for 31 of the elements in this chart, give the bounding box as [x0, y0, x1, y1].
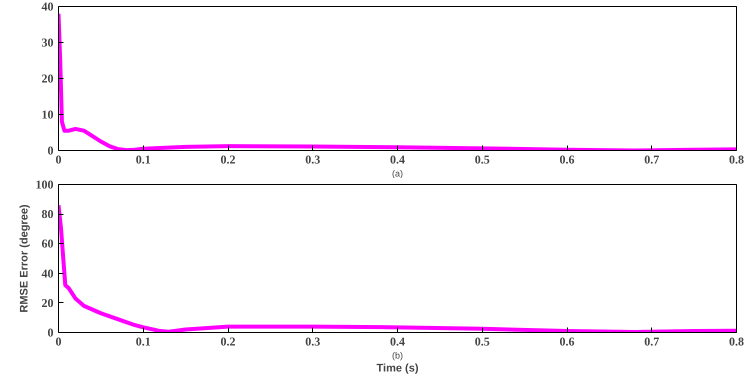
y-tick-label: 20: [42, 72, 54, 86]
x-tick-label: 0.1: [136, 334, 151, 348]
y-tick-label: 100: [36, 178, 54, 192]
x-tick-label: 0.8: [729, 152, 744, 166]
text: (a): [392, 168, 404, 178]
y-tick-label: 40: [42, 266, 54, 280]
x-tick-label: 0.1: [136, 152, 151, 166]
x-tick-label: 0.3: [305, 334, 320, 348]
x-tick-label: 0.2: [220, 152, 236, 166]
x-tick-label: 0.6: [560, 152, 574, 166]
y-axis-title: RMSE Error (degree): [18, 204, 30, 313]
x-tick-label: 0.4: [390, 152, 405, 166]
y-tick-label: 10: [42, 108, 54, 122]
y-tick-label: 20: [42, 296, 54, 310]
x-tick-label: 0.7: [644, 152, 660, 166]
y-tick-label: 60: [42, 236, 54, 251]
x-tick-label: 0.7: [644, 334, 660, 348]
y-tick-label: 40: [42, 0, 54, 14]
x-tick-label: 0.5: [474, 152, 490, 166]
x-tick-label: 0.5: [474, 334, 490, 348]
x-axis-title: Time (s): [376, 362, 419, 374]
y-tick-label: 0: [48, 144, 54, 158]
x-tick-label: 0.3: [305, 152, 320, 166]
text: (b): [392, 350, 404, 360]
y-tick-label: 0: [48, 326, 54, 340]
y-tick-label: 30: [42, 36, 54, 50]
x-tick-label: 0.6: [560, 334, 574, 348]
x-tick-label: 0.8: [729, 334, 744, 348]
x-tick-label: 0.4: [390, 334, 405, 348]
x-tick-label: 0.2: [220, 334, 236, 348]
y-tick-label: 80: [42, 207, 54, 222]
